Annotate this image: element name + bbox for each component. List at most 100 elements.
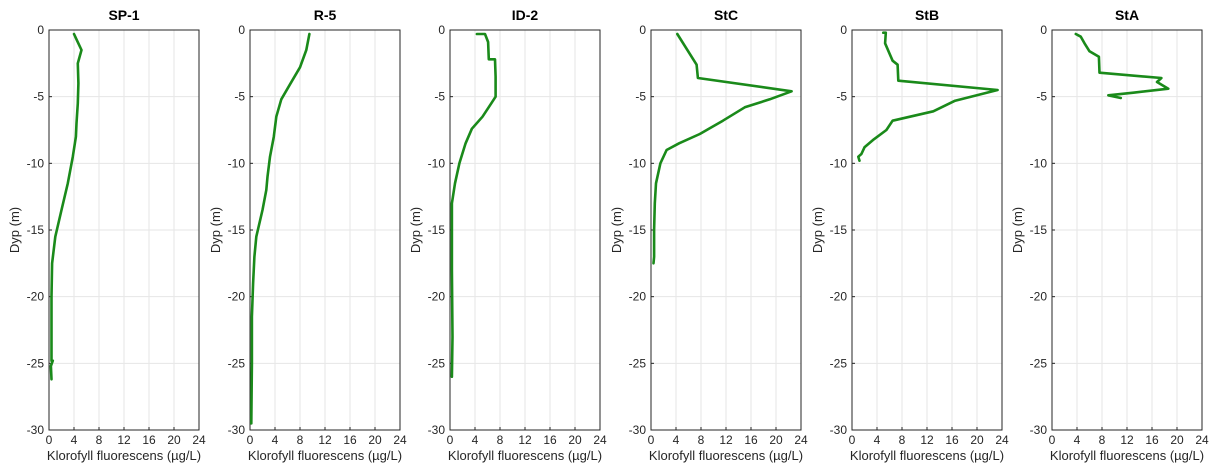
- panel-r-5: 0 4 8 12 16 20 24 0 -5 -10 -15 -20 -25 -30 R-5 Klorofyl…: [208, 7, 407, 463]
- x-tick-label: 12: [318, 433, 332, 447]
- x-tick-label: 8: [1099, 433, 1106, 447]
- y-tick-label: -10: [629, 156, 647, 170]
- y-tick-label: -25: [27, 356, 45, 370]
- panel-sta: 0 4 8 12 16 20 24 0 -5 -10 -15 -20 -25 -30 StA Klorofyl…: [1010, 7, 1209, 463]
- y-tick-label: -20: [228, 290, 246, 304]
- y-tick-label: -30: [1030, 423, 1048, 437]
- y-axis-label: Dyp (m): [1010, 207, 1025, 253]
- x-tick-label: 0: [1049, 433, 1056, 447]
- series-line: [1074, 32, 1170, 100]
- y-tick-label: -10: [228, 156, 246, 170]
- x-tick-label: 4: [272, 433, 279, 447]
- panel-stb: 0 4 8 12 16 20 24 0 -5 -10 -15 -20 -25 -30 StB Klorofyl…: [810, 7, 1009, 463]
- y-axis-label: Dyp (m): [408, 207, 423, 253]
- x-tick-label: 8: [698, 433, 705, 447]
- panel-sp-1: 0 4 8 12 16 20 24 0 -5 -10 -15 -20 -25 -30 SP-1 Klorofy…: [7, 7, 206, 463]
- y-tick-label: -30: [27, 423, 45, 437]
- panel-title: StB: [915, 7, 939, 23]
- x-tick-label: 16: [543, 433, 557, 447]
- y-axis-label: Dyp (m): [609, 207, 624, 253]
- series-line: [450, 32, 497, 379]
- y-tick-label: -5: [1036, 90, 1047, 104]
- y-tick-label: -20: [428, 290, 446, 304]
- panel-title: R-5: [314, 7, 337, 23]
- x-axis-label: Klorofyll fluorescens (µg/L): [448, 448, 602, 463]
- x-tick-label: 12: [920, 433, 934, 447]
- axes-frame: [650, 29, 802, 431]
- panel-title: SP-1: [108, 7, 139, 23]
- x-tick-label: 24: [393, 433, 407, 447]
- x-tick-label: 8: [96, 433, 103, 447]
- y-tick-label: -25: [228, 356, 246, 370]
- series-line: [652, 32, 793, 265]
- y-tick-label: -20: [1030, 290, 1048, 304]
- x-tick-label: 16: [343, 433, 357, 447]
- y-tick-label: -5: [33, 90, 44, 104]
- x-axis-label: Klorofyll fluorescens (µg/L): [248, 448, 402, 463]
- panel-title: ID-2: [512, 7, 539, 23]
- x-tick-label: 20: [769, 433, 783, 447]
- y-axis-label: Dyp (m): [7, 207, 22, 253]
- y-tick-label: -30: [629, 423, 647, 437]
- y-tick-label: -25: [830, 356, 848, 370]
- y-tick-label: -20: [27, 290, 45, 304]
- x-tick-label: 16: [945, 433, 959, 447]
- y-tick-label: -10: [830, 156, 848, 170]
- x-tick-label: 4: [673, 433, 680, 447]
- series-line: [856, 31, 999, 162]
- y-tick-label: -15: [228, 223, 246, 237]
- x-tick-label: 0: [447, 433, 454, 447]
- y-tick-label: -10: [428, 156, 446, 170]
- x-tick-label: 20: [568, 433, 582, 447]
- y-tick-label: 0: [1040, 23, 1047, 37]
- x-axis-label: Klorofyll fluorescens (µg/L): [850, 448, 1004, 463]
- x-tick-label: 0: [849, 433, 856, 447]
- axes-frame: [48, 29, 200, 431]
- x-tick-label: 12: [518, 433, 532, 447]
- axes-frame: [851, 29, 1003, 431]
- x-tick-label: 24: [1195, 433, 1209, 447]
- x-tick-label: 20: [368, 433, 382, 447]
- series-line: [49, 32, 83, 381]
- panel-id-2: 0 4 8 12 16 20 24 0 -5 -10 -15 -20 -25 -30 ID-2 Klorofy…: [408, 7, 607, 463]
- y-tick-label: -25: [629, 356, 647, 370]
- x-tick-label: 12: [719, 433, 733, 447]
- y-tick-label: -15: [830, 223, 848, 237]
- y-tick-label: -5: [635, 90, 646, 104]
- x-tick-label: 4: [472, 433, 479, 447]
- axes-frame: [449, 29, 601, 431]
- x-tick-label: 24: [593, 433, 607, 447]
- x-tick-label: 12: [1120, 433, 1134, 447]
- y-tick-label: -5: [434, 90, 445, 104]
- y-tick-label: -15: [428, 223, 446, 237]
- x-tick-label: 4: [71, 433, 78, 447]
- x-tick-label: 4: [874, 433, 881, 447]
- y-tick-label: 0: [238, 23, 245, 37]
- panel-stc: 0 4 8 12 16 20 24 0 -5 -10 -15 -20 -25 -30 StC Klorofyl…: [609, 7, 808, 463]
- y-tick-label: -30: [428, 423, 446, 437]
- x-tick-label: 24: [192, 433, 206, 447]
- y-tick-label: -15: [629, 223, 647, 237]
- y-tick-label: -15: [27, 223, 45, 237]
- x-axis-label: Klorofyll fluorescens (µg/L): [1050, 448, 1204, 463]
- y-tick-label: -5: [836, 90, 847, 104]
- x-tick-label: 8: [297, 433, 304, 447]
- x-tick-label: 20: [1170, 433, 1184, 447]
- y-tick-label: 0: [840, 23, 847, 37]
- y-tick-label: -10: [1030, 156, 1048, 170]
- y-tick-label: -10: [27, 156, 45, 170]
- y-tick-label: -20: [629, 290, 647, 304]
- x-tick-label: 12: [117, 433, 131, 447]
- y-axis-label: Dyp (m): [810, 207, 825, 253]
- y-tick-label: -15: [1030, 223, 1048, 237]
- axes-frame: [249, 29, 401, 431]
- y-tick-label: 0: [438, 23, 445, 37]
- x-tick-label: 20: [970, 433, 984, 447]
- x-tick-label: 16: [1145, 433, 1159, 447]
- x-tick-label: 8: [497, 433, 504, 447]
- y-tick-label: -30: [830, 423, 848, 437]
- axes-frame: [1051, 29, 1203, 431]
- series-line: [250, 32, 311, 425]
- x-tick-label: 0: [46, 433, 53, 447]
